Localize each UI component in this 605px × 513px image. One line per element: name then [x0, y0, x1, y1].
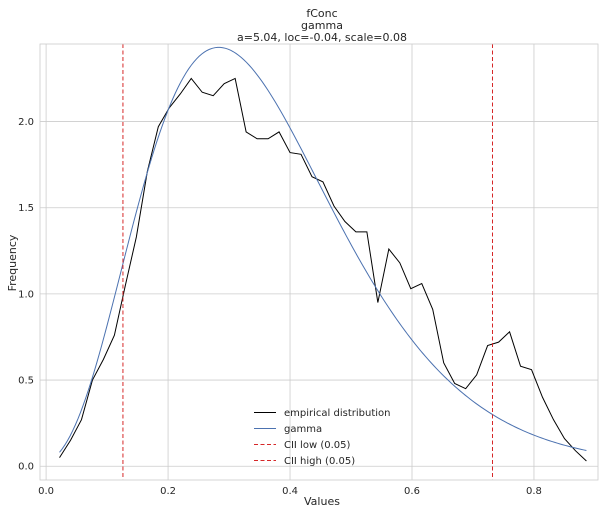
title-line-1: fConc [306, 7, 337, 20]
y-tick-label: 0.0 [18, 462, 34, 473]
y-tick-label: 1.0 [18, 289, 34, 300]
x-tick-label: 0.0 [38, 486, 54, 497]
x-axis-label: Values [304, 495, 340, 508]
x-tick-label: 0.8 [526, 486, 542, 497]
y-tick-label: 0.5 [18, 376, 34, 387]
y-tick-label: 1.5 [18, 203, 34, 214]
legend-label: CII low (0.05) [284, 440, 350, 451]
x-tick-label: 0.2 [160, 486, 176, 497]
title-line-2: gamma [301, 19, 343, 32]
legend-label: empirical distribution [284, 408, 390, 419]
plot-frame [39, 43, 599, 481]
grid [40, 44, 598, 480]
plot-background [40, 44, 598, 480]
series-layer [59, 44, 587, 480]
y-tick-label: 2.0 [18, 117, 34, 128]
legend: empirical distribution gamma CII low (0.05… [254, 408, 390, 467]
legend-label: CII high (0.05) [284, 456, 355, 467]
x-tick-label: 0.6 [404, 486, 420, 497]
x-tick-label: 0.4 [282, 486, 298, 497]
title-line-3: a=5.04, loc=-0.04, scale=0.08 [237, 31, 407, 44]
plot-area [39, 43, 599, 481]
series-gamma-curve [59, 46, 587, 453]
x-axis-ticks: 0.0 0.2 0.4 0.6 0.8 [38, 486, 542, 497]
y-axis-ticks: 0.0 0.5 1.0 1.5 2.0 [18, 117, 34, 473]
legend-label: gamma [284, 424, 322, 435]
y-axis-label: Frequency [6, 234, 19, 291]
